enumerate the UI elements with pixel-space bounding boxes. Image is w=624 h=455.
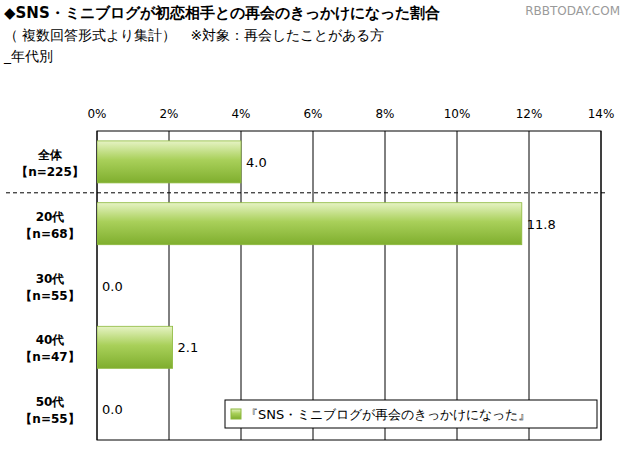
legend-swatch — [231, 409, 241, 419]
grid-line — [313, 131, 314, 440]
legend-label: 『SNS・ミニブログが再会のきっかけになった』 — [245, 407, 531, 422]
bar — [97, 141, 241, 183]
bar — [97, 265, 98, 307]
annotation: _年代別 — [3, 48, 53, 64]
legend-box — [225, 400, 597, 428]
category-label: 30代【n=55】 — [20, 272, 79, 303]
grid — [97, 131, 601, 440]
tick-label: 10% — [444, 107, 471, 121]
tick-label: 12% — [516, 107, 543, 121]
bar — [97, 203, 522, 245]
data-label: 0.0 — [102, 402, 123, 417]
tick-label: 0% — [87, 107, 106, 121]
data-label: 11.8 — [527, 217, 556, 232]
grid-line — [457, 131, 458, 440]
legend: 『SNS・ミニブログが再会のきっかけになった』 — [225, 400, 597, 428]
data-label: 0.0 — [102, 279, 123, 294]
bar — [97, 388, 98, 430]
data-label: 4.0 — [246, 155, 267, 170]
watermark: RBBTODAY.COM — [525, 4, 620, 18]
tick-label: 8% — [375, 107, 394, 121]
category-label: 20代【n=68】 — [20, 210, 79, 241]
category-label: 全体【n=225】 — [16, 148, 84, 179]
subtitle: （ 複数回答形式より集計） ※対象：再会したことがある方 — [4, 27, 384, 43]
tick-label: 6% — [303, 107, 322, 121]
separator — [6, 192, 607, 193]
plot-frame — [97, 131, 601, 440]
category-label: 50代【n=55】 — [20, 395, 79, 426]
tick-label: 4% — [231, 107, 250, 121]
tick-label: 14% — [588, 107, 615, 121]
title: ◆SNS・ミニブログが初恋相手との再会のきっかけになった割合 — [4, 4, 440, 22]
bars — [97, 141, 522, 368]
tick-label: 2% — [159, 107, 178, 121]
grid-line — [385, 131, 386, 440]
grid-line — [529, 131, 530, 440]
chart: ◆SNS・ミニブログが初恋相手との再会のきっかけになった割合 （ 複数回答形式より… — [0, 0, 624, 455]
category-label: 40代【n=47】 — [20, 333, 79, 364]
data-label: 2.1 — [178, 340, 199, 355]
bar — [97, 326, 173, 368]
